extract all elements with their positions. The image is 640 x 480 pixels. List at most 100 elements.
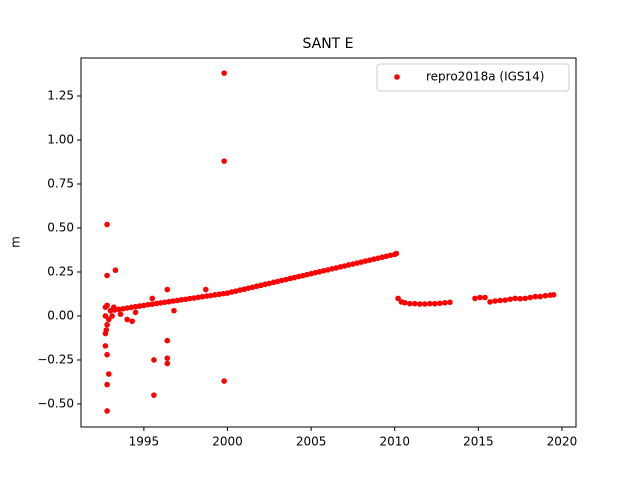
legend-marker	[394, 74, 400, 80]
data-point	[345, 262, 352, 268]
data-point	[358, 259, 365, 265]
data-point	[393, 250, 400, 257]
data-point	[104, 381, 110, 388]
data-point	[437, 300, 443, 307]
data-point	[316, 268, 323, 275]
data-point	[224, 290, 231, 296]
data-point	[182, 296, 189, 303]
y-tick-label: 0.25	[47, 264, 74, 278]
data-point	[245, 285, 252, 291]
data-point	[371, 256, 377, 262]
data-point	[295, 273, 302, 280]
data-point	[220, 290, 227, 297]
data-point	[507, 296, 513, 303]
data-point	[104, 321, 110, 328]
data-point	[350, 261, 356, 267]
y-axis-label: m	[9, 236, 23, 248]
data-point	[164, 337, 171, 344]
data-point	[174, 297, 181, 304]
data-point	[132, 303, 139, 310]
y-tick-label: 1.00	[47, 133, 74, 147]
data-point	[104, 302, 110, 309]
data-point	[107, 307, 114, 314]
data-point	[221, 378, 227, 384]
data-point	[375, 255, 381, 262]
data-point	[112, 267, 119, 274]
data-point	[102, 313, 109, 319]
data-point	[329, 266, 335, 272]
data-point	[417, 301, 423, 307]
data-point	[517, 295, 523, 302]
data-point	[366, 257, 373, 263]
data-point	[337, 264, 344, 270]
x-tick-label: 2015	[463, 435, 494, 449]
data-point	[203, 293, 210, 299]
data-point	[104, 272, 110, 279]
data-point	[487, 299, 493, 305]
data-point	[136, 303, 143, 309]
data-point	[141, 302, 147, 309]
data-point	[228, 289, 235, 295]
data-point	[166, 298, 172, 305]
data-point	[537, 293, 544, 300]
data-point	[178, 296, 185, 303]
y-tick-label: −0.50	[37, 396, 74, 410]
data-point	[149, 301, 156, 307]
data-point	[442, 299, 448, 306]
data-point	[105, 316, 112, 323]
data-point	[542, 292, 549, 299]
x-tick-label: 2005	[296, 435, 327, 449]
data-point	[149, 295, 156, 302]
data-point	[157, 300, 164, 306]
data-point	[164, 360, 171, 367]
data-point	[120, 305, 126, 312]
data-point	[237, 287, 243, 293]
data-point	[241, 286, 248, 293]
data-point	[129, 318, 135, 325]
data-point	[221, 158, 227, 164]
data-point	[387, 252, 394, 259]
data-point	[132, 309, 139, 316]
data-point	[299, 272, 306, 279]
data-point	[274, 278, 281, 285]
data-point	[325, 267, 331, 273]
data-point	[102, 343, 109, 349]
data-point	[202, 286, 209, 293]
data-point	[191, 295, 197, 301]
data-point	[171, 307, 177, 314]
data-point	[212, 292, 218, 298]
plot-frame	[80, 57, 577, 428]
data-point	[103, 327, 110, 333]
data-point	[406, 300, 413, 307]
data-point	[124, 316, 130, 323]
data-point	[104, 408, 110, 414]
data-point	[432, 300, 438, 307]
data-point	[207, 292, 214, 299]
data-point	[401, 299, 408, 306]
data-point	[105, 371, 112, 377]
data-point	[287, 275, 294, 282]
data-point	[270, 279, 277, 286]
data-point	[258, 282, 264, 289]
data-point	[291, 274, 298, 281]
data-point	[477, 294, 483, 301]
data-point	[497, 297, 503, 304]
data-point	[550, 292, 557, 298]
data-point	[283, 276, 289, 283]
y-tick-label: 1.25	[47, 89, 74, 103]
y-tick-label: 0.00	[47, 308, 74, 322]
y-tick-label: −0.25	[37, 352, 74, 366]
data-point	[411, 300, 418, 307]
data-point	[187, 295, 193, 302]
data-point	[124, 305, 130, 311]
data-point	[170, 298, 176, 304]
data-point	[354, 260, 360, 266]
data-point	[216, 291, 222, 298]
y-tick-label: 0.50	[47, 220, 74, 234]
data-point	[379, 254, 385, 260]
data-point	[383, 253, 390, 260]
data-point	[164, 286, 171, 293]
data-point	[320, 267, 327, 274]
data-point	[422, 301, 428, 307]
